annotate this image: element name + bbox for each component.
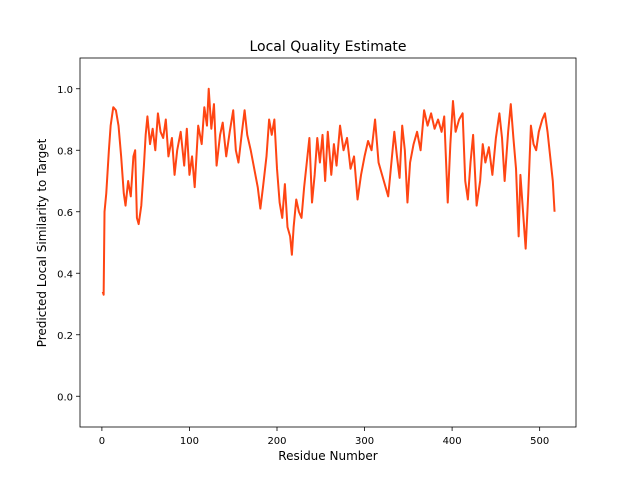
- x-tick-label: 300: [355, 436, 374, 447]
- y-tick-label: 0.6: [57, 208, 73, 219]
- y-tick-label: 0.4: [57, 269, 73, 280]
- x-tick-label: 0: [99, 436, 105, 447]
- y-tick-label: 1.0: [57, 85, 73, 96]
- plot-frame: [79, 57, 577, 428]
- y-tick-label: 0.2: [57, 331, 73, 342]
- y-axis-label: Predicted Local Similarity to Target: [35, 138, 49, 347]
- data-line: [101, 87, 556, 296]
- chart-title: Local Quality Estimate: [249, 39, 406, 55]
- y-tick-label: 0.0: [57, 392, 73, 403]
- y-tick-label: 0.8: [57, 146, 73, 157]
- x-tick-label: 500: [530, 436, 549, 447]
- x-tick-label: 400: [443, 436, 462, 447]
- x-tick-label: 100: [180, 436, 199, 447]
- x-axis-label: Residue Number: [278, 449, 377, 463]
- x-tick-label: 200: [267, 436, 286, 447]
